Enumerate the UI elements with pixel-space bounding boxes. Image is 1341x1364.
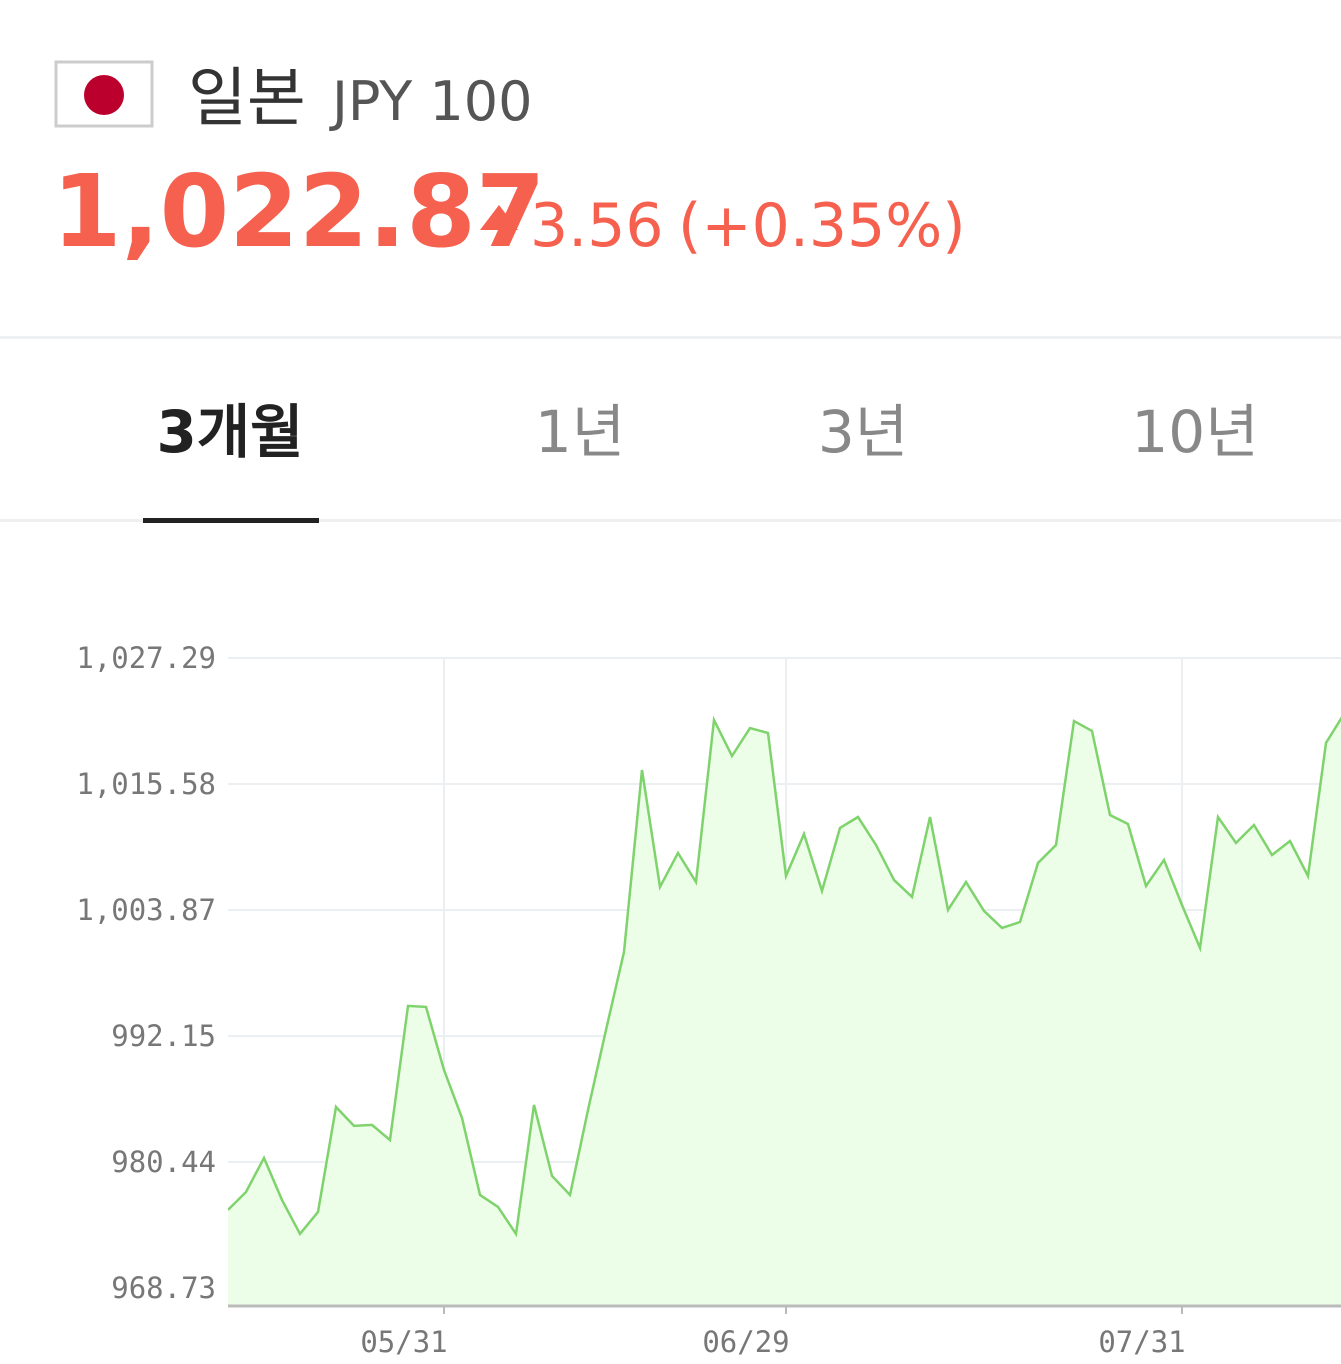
series — [228, 715, 1341, 1306]
tab[interactable]: 1년 — [535, 398, 625, 466]
divider — [0, 519, 1341, 522]
y-tick-label: 1,027.29 — [76, 641, 216, 675]
tab[interactable]: 3년 — [818, 398, 908, 466]
tab[interactable]: 10년 — [1131, 398, 1258, 466]
y-tick-label: 968.73 — [111, 1271, 216, 1305]
y-tick-label: 1,003.87 — [76, 893, 216, 927]
x-tick-label: 07/31 — [1098, 1325, 1185, 1359]
currency-name: 일본 — [188, 62, 306, 136]
change: 3.56 — [530, 191, 664, 261]
flag-circle — [84, 75, 124, 115]
tab-underline — [143, 518, 319, 523]
line — [228, 715, 1341, 1238]
currency-unit: JPY 100 — [329, 70, 533, 133]
x-tick-label: 05/31 — [360, 1325, 447, 1359]
area — [228, 718, 1341, 1306]
up-arrow — [480, 205, 518, 230]
change-pct: (+0.35%) — [678, 191, 966, 261]
tab[interactable]: 3개월 — [156, 398, 303, 466]
flag — [54, 60, 154, 128]
divider — [0, 336, 1341, 339]
y-tick-label: 1,015.58 — [76, 767, 216, 801]
price: 1,022.87 — [52, 153, 545, 270]
y-tick-label: 980.44 — [111, 1145, 216, 1179]
x-tick-label: 06/29 — [702, 1325, 789, 1359]
y-tick-label: 992.15 — [111, 1019, 216, 1053]
